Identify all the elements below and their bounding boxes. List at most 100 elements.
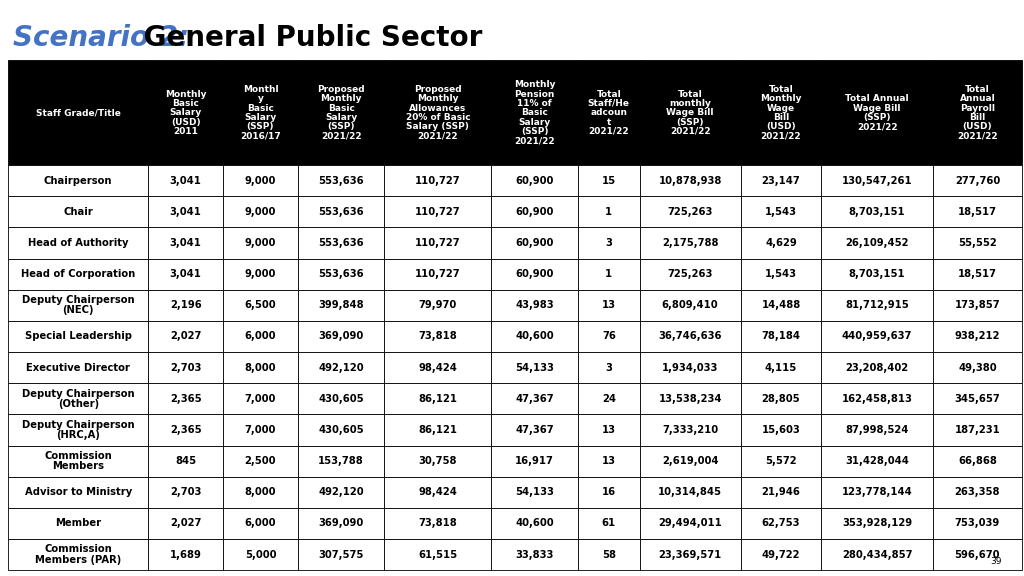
Bar [933, 321, 1022, 352]
Bar [298, 477, 384, 508]
Text: 430,605: 430,605 [318, 394, 364, 404]
Bar [223, 477, 298, 508]
Bar [578, 259, 640, 290]
Bar [492, 477, 578, 508]
Text: 123,778,144: 123,778,144 [842, 487, 912, 497]
Text: 6,500: 6,500 [245, 300, 276, 310]
Bar [298, 321, 384, 352]
Bar [384, 60, 492, 165]
Text: 60,900: 60,900 [515, 176, 554, 185]
Bar [492, 228, 578, 259]
Bar [148, 508, 223, 539]
Text: 3: 3 [605, 238, 612, 248]
Text: 1,543: 1,543 [765, 269, 797, 279]
Text: Commission
Members (PAR): Commission Members (PAR) [35, 544, 122, 565]
Text: 1,543: 1,543 [765, 207, 797, 217]
Bar [298, 414, 384, 446]
Text: 86,121: 86,121 [419, 425, 458, 435]
Bar [223, 60, 298, 165]
Bar [821, 383, 933, 414]
Text: 2,365: 2,365 [170, 425, 202, 435]
Text: 9,000: 9,000 [245, 269, 276, 279]
Bar [578, 321, 640, 352]
Bar [298, 383, 384, 414]
Text: 3,041: 3,041 [170, 269, 202, 279]
Text: 263,358: 263,358 [954, 487, 1000, 497]
Text: 14,488: 14,488 [762, 300, 801, 310]
Text: 40,600: 40,600 [515, 518, 554, 528]
Bar [640, 508, 740, 539]
Text: 66,868: 66,868 [958, 456, 997, 466]
Text: 5,572: 5,572 [765, 456, 797, 466]
Text: Total
Staff/He
adcoun
t
2021/22: Total Staff/He adcoun t 2021/22 [588, 89, 630, 136]
Bar [298, 259, 384, 290]
Text: 33,833: 33,833 [515, 550, 554, 560]
Bar [223, 352, 298, 383]
Text: 307,575: 307,575 [318, 550, 364, 560]
Bar [640, 352, 740, 383]
Text: 2,027: 2,027 [170, 331, 202, 342]
Bar [740, 477, 821, 508]
Text: 6,000: 6,000 [245, 518, 276, 528]
Text: 49,722: 49,722 [762, 550, 800, 560]
Bar [223, 414, 298, 446]
Bar [821, 477, 933, 508]
Text: 31,428,044: 31,428,044 [845, 456, 909, 466]
Bar [223, 539, 298, 570]
Bar [223, 321, 298, 352]
Text: 430,605: 430,605 [318, 425, 364, 435]
Text: 23,369,571: 23,369,571 [658, 550, 722, 560]
Text: 845: 845 [175, 456, 197, 466]
Bar [223, 383, 298, 414]
Text: 61,515: 61,515 [419, 550, 458, 560]
Bar [821, 165, 933, 196]
Bar [298, 508, 384, 539]
Bar [740, 290, 821, 321]
Bar [492, 290, 578, 321]
Bar [492, 60, 578, 165]
Text: Proposed
Monthly
Allowances
20% of Basic
Salary (SSP)
2021/22: Proposed Monthly Allowances 20% of Basic… [406, 85, 470, 141]
Bar [492, 196, 578, 228]
Text: 2,703: 2,703 [170, 487, 202, 497]
Text: 47,367: 47,367 [515, 425, 554, 435]
Text: 23,147: 23,147 [762, 176, 801, 185]
Text: 1,689: 1,689 [170, 550, 202, 560]
Bar [298, 539, 384, 570]
Bar [578, 414, 640, 446]
Text: Monthly
Pension
11% of
Basic
Salary
(SSP)
2021/22: Monthly Pension 11% of Basic Salary (SSP… [514, 80, 555, 145]
Bar [384, 352, 492, 383]
Text: 60,900: 60,900 [515, 238, 554, 248]
Text: 98,424: 98,424 [419, 487, 458, 497]
Text: 18,517: 18,517 [957, 269, 997, 279]
Bar [933, 446, 1022, 477]
Bar [8, 352, 148, 383]
Bar [640, 259, 740, 290]
Bar [8, 290, 148, 321]
Text: 9,000: 9,000 [245, 176, 276, 185]
Text: Deputy Chairperson
(Other): Deputy Chairperson (Other) [22, 389, 134, 409]
Text: 13: 13 [602, 456, 615, 466]
Bar [384, 446, 492, 477]
Text: 24: 24 [602, 394, 615, 404]
Text: Commission
Members: Commission Members [44, 451, 112, 471]
Text: 18,517: 18,517 [957, 207, 997, 217]
Bar [8, 477, 148, 508]
Text: Chair: Chair [63, 207, 93, 217]
Text: 4,115: 4,115 [765, 363, 797, 373]
Bar [8, 321, 148, 352]
Text: 54,133: 54,133 [515, 363, 554, 373]
Bar [578, 290, 640, 321]
Text: 60,900: 60,900 [515, 269, 554, 279]
Text: Total Annual
Wage Bill
(SSP)
2021/22: Total Annual Wage Bill (SSP) 2021/22 [846, 94, 909, 131]
Text: Scenario 2:: Scenario 2: [13, 24, 189, 52]
Bar [578, 477, 640, 508]
Text: 153,788: 153,788 [318, 456, 365, 466]
Text: 81,712,915: 81,712,915 [845, 300, 909, 310]
Text: 110,727: 110,727 [415, 207, 461, 217]
Bar [640, 477, 740, 508]
Bar [8, 446, 148, 477]
Text: 1: 1 [605, 269, 612, 279]
Bar [492, 165, 578, 196]
Bar [740, 539, 821, 570]
Text: 130,547,261: 130,547,261 [842, 176, 912, 185]
